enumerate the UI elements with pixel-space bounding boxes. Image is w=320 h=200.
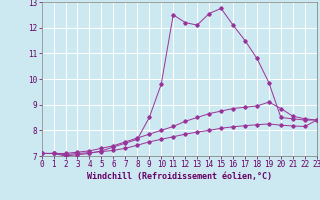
X-axis label: Windchill (Refroidissement éolien,°C): Windchill (Refroidissement éolien,°C) — [87, 172, 272, 181]
